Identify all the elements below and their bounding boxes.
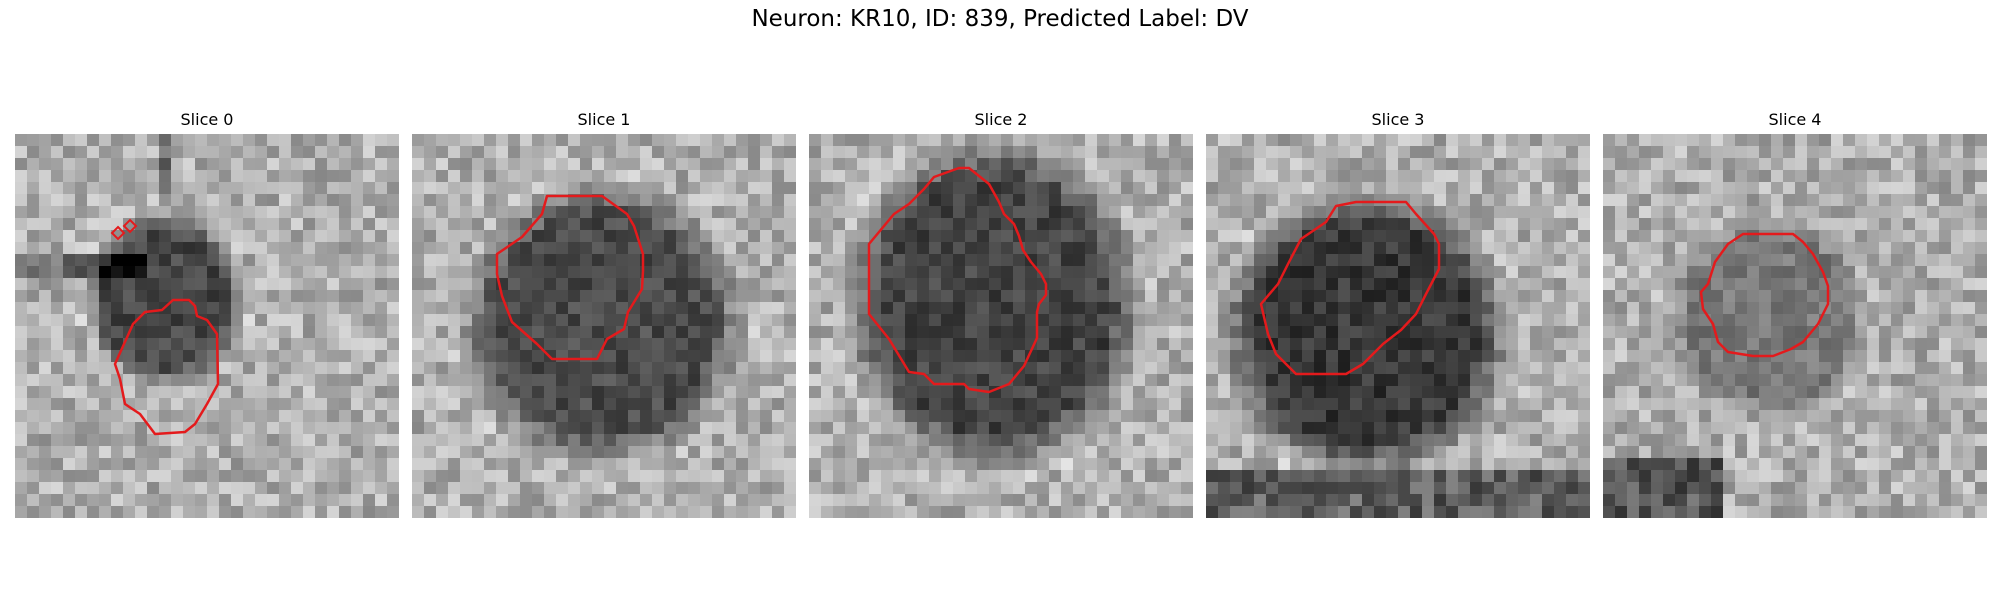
slice-panel-4: Slice 4: [1603, 108, 1987, 518]
roi-contour: [113, 298, 220, 436]
pixel-grid: [809, 134, 1193, 518]
slice-image-0: [15, 134, 399, 518]
roi-contour: [1699, 232, 1830, 358]
slice-image-4: [1603, 134, 1987, 518]
pixel-grid: [412, 134, 796, 518]
roi-marker: [110, 225, 126, 241]
roi-contour: [867, 166, 1048, 394]
slice-panel-1: Slice 1: [412, 108, 796, 518]
roi-contour: [495, 194, 645, 361]
slice-image-2: [809, 134, 1193, 518]
pixel-grid: [15, 134, 399, 518]
slice-title-0: Slice 0: [180, 110, 234, 129]
figure-title: Neuron: KR10, ID: 839, Predicted Label: …: [751, 6, 1249, 32]
pixel-grid: [1603, 134, 1987, 518]
pixel-grid: [1206, 134, 1590, 518]
roi-contour: [1259, 200, 1441, 376]
slice-image-1: [412, 134, 796, 518]
slice-title-4: Slice 4: [1768, 110, 1822, 129]
slice-panel-3: Slice 3: [1206, 108, 1590, 518]
slice-panel-2: Slice 2: [809, 108, 1193, 518]
slice-image-3: [1206, 134, 1590, 518]
slice-panel-0: Slice 0: [15, 108, 399, 518]
slice-title-1: Slice 1: [577, 110, 631, 129]
roi-marker: [122, 218, 138, 234]
slice-title-2: Slice 2: [974, 110, 1028, 129]
slice-title-3: Slice 3: [1371, 110, 1425, 129]
